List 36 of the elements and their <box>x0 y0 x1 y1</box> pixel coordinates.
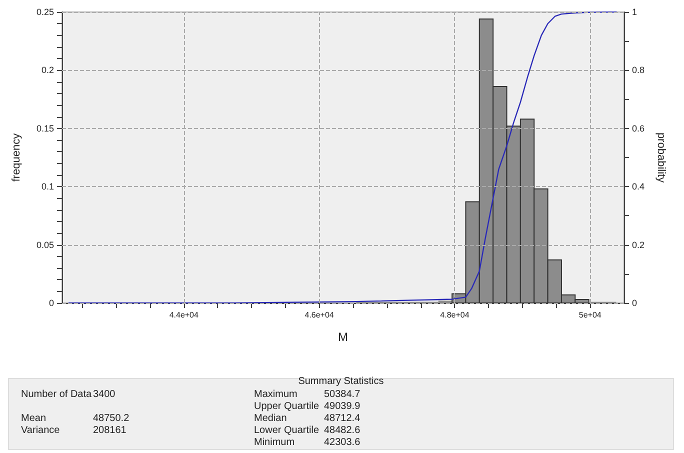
x-tick-label: 4.6e+04 <box>304 310 334 320</box>
y2-tick-label: 1 <box>632 7 638 17</box>
text: 50384.7 <box>324 389 360 400</box>
text: Number of Data <box>21 389 92 400</box>
text: Variance <box>21 425 60 436</box>
y2-tick-label: 0.2 <box>632 240 645 250</box>
y-tick-label: 0.05 <box>36 240 54 250</box>
x-tick-label: 4.8e+04 <box>440 310 470 320</box>
y2-tick-label: 0.6 <box>632 123 645 134</box>
x-tick-label: 5e+04 <box>578 310 602 320</box>
text: Lower Quartile <box>254 425 320 436</box>
y2-tick-label: 0.8 <box>632 65 645 76</box>
text: Minimum <box>254 437 295 448</box>
text: 208161 <box>93 425 126 436</box>
text: Median <box>254 413 287 424</box>
y2-tick-label: 0.4 <box>632 182 645 192</box>
text: 48712.4 <box>324 413 360 424</box>
y-axis-title: frequency <box>10 132 22 182</box>
text: Maximum <box>254 389 298 400</box>
x-axis-title: M <box>338 330 348 344</box>
text: Upper Quartile <box>254 401 320 412</box>
y2-axis-title: probability <box>654 132 667 184</box>
y-tick-label: 0.25 <box>36 7 54 17</box>
y-tick-label: 0.15 <box>36 123 54 134</box>
y-tick-label: 0.1 <box>41 182 54 192</box>
text: 48750.2 <box>93 413 130 424</box>
text: 49039.9 <box>324 401 360 412</box>
y2-tick-label: 0 <box>632 298 638 308</box>
text: 3400 <box>93 389 116 400</box>
text: Summary Statistics <box>297 376 385 387</box>
x-tick-label: 4.4e+04 <box>169 310 199 320</box>
text: 42303.6 <box>324 437 360 448</box>
text: 48482.6 <box>324 425 360 436</box>
y-tick-label: 0 <box>48 298 54 308</box>
y-tick-label: 0.2 <box>41 65 54 76</box>
text: Mean <box>21 413 46 424</box>
